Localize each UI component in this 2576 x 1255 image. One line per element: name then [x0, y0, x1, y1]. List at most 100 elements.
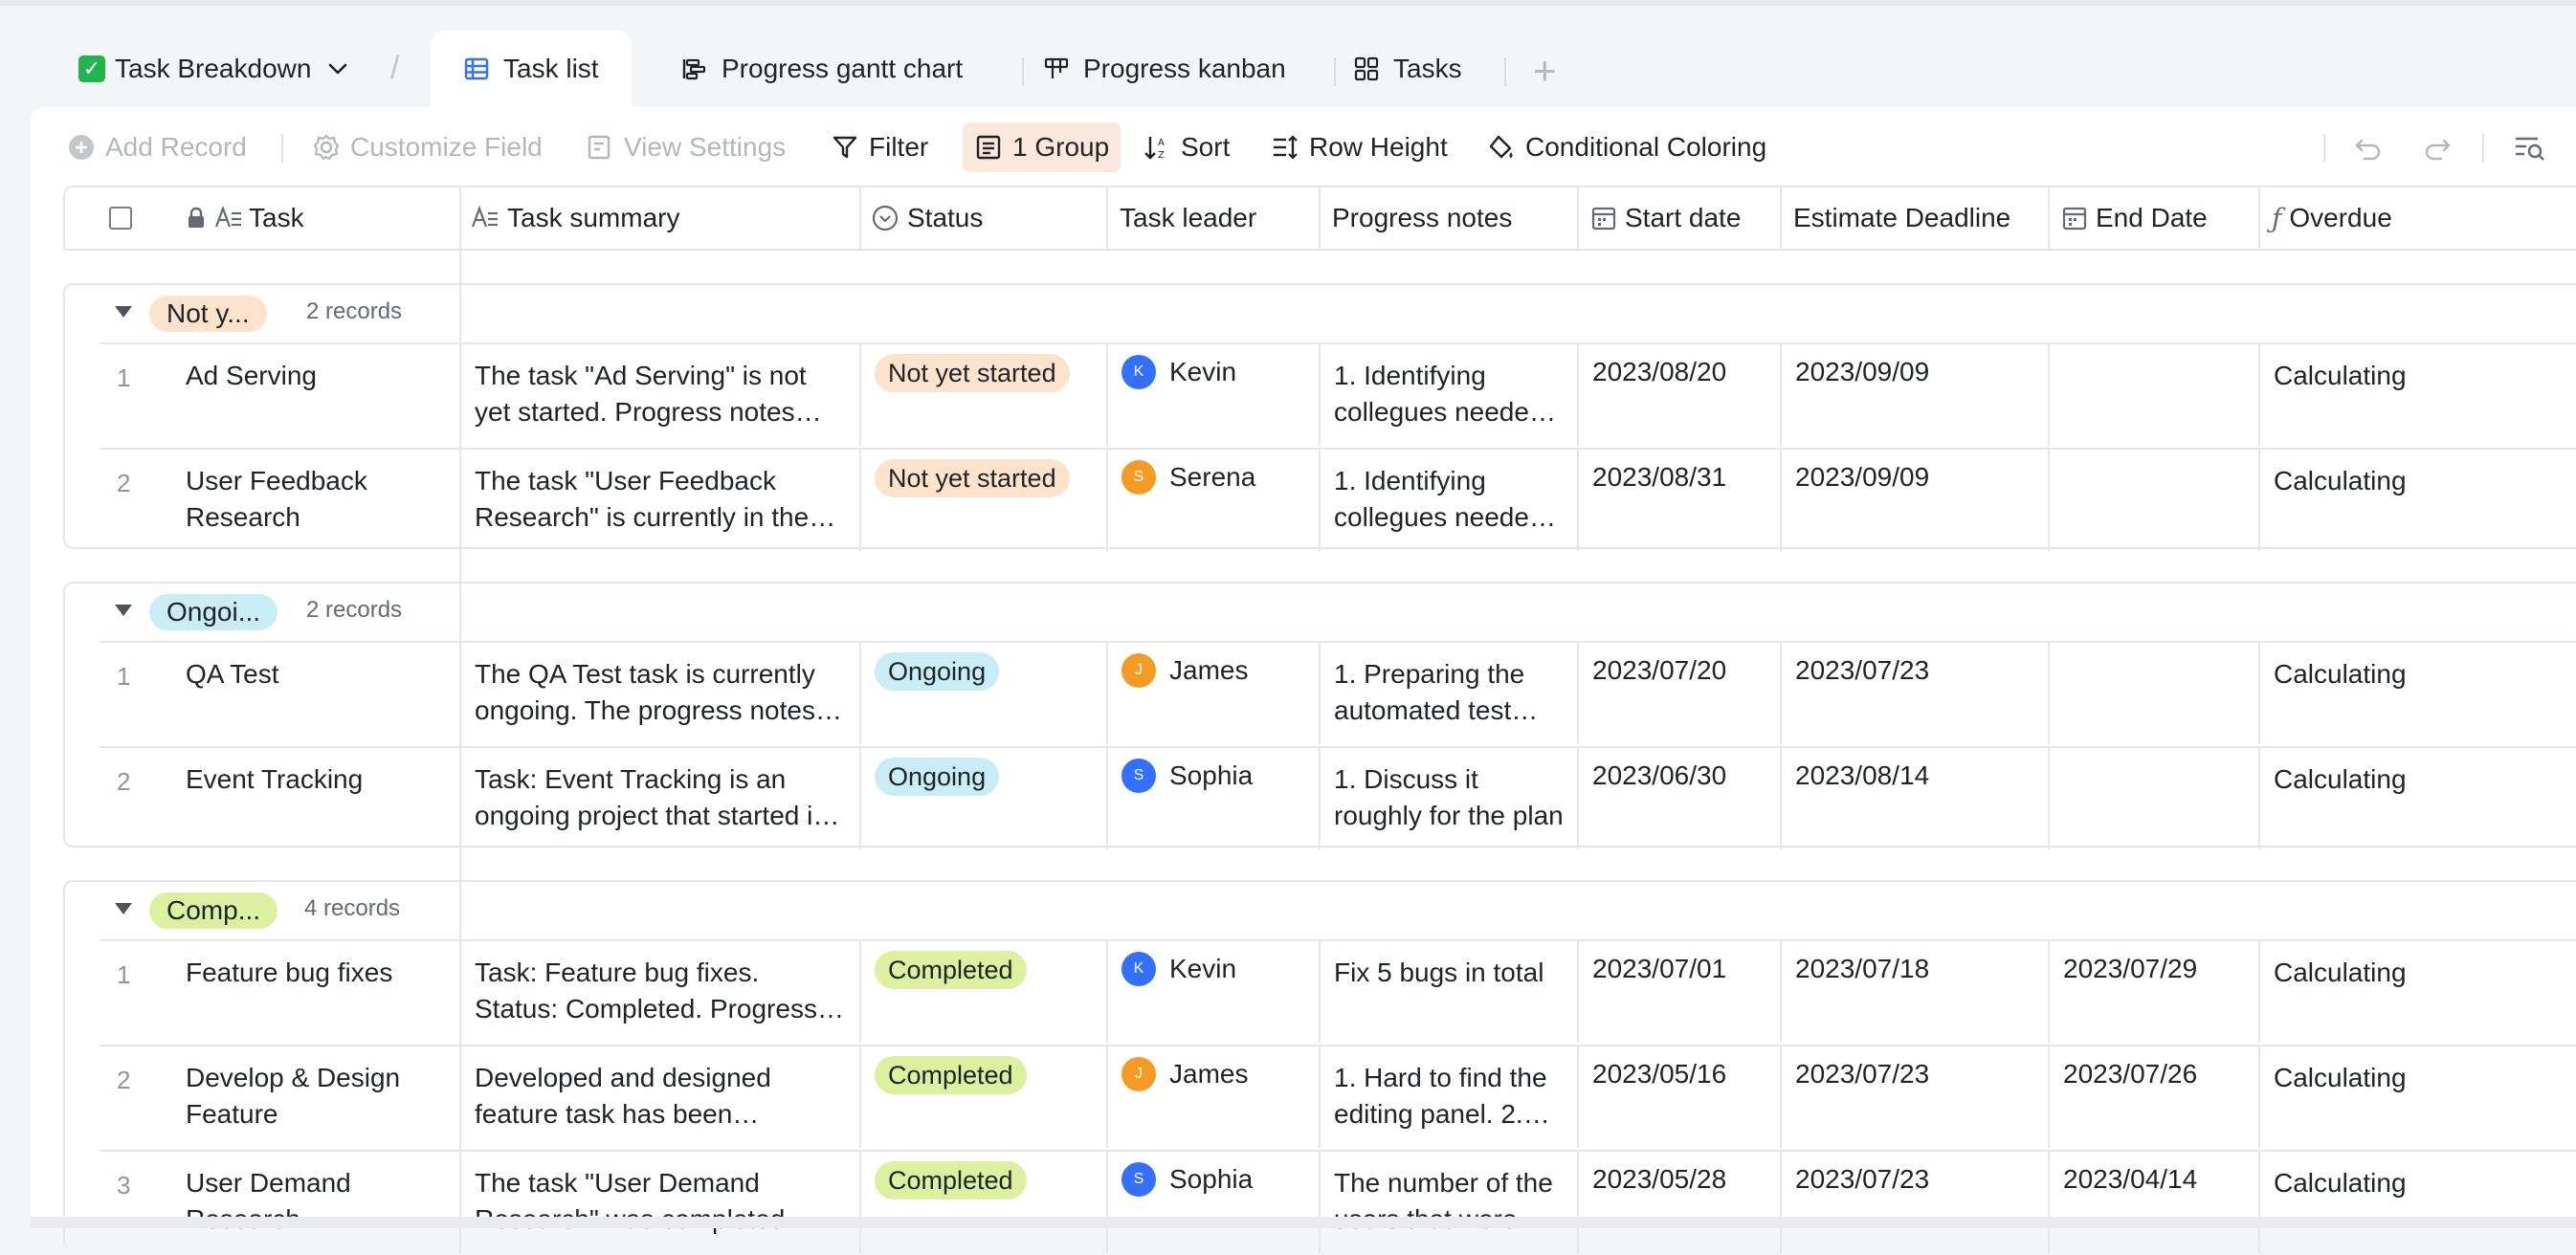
collapse-caret-icon[interactable]	[115, 605, 132, 616]
header-estimate-deadline[interactable]: Estimate Deadline	[1782, 187, 2050, 249]
cell-leader[interactable]: J James	[1108, 1046, 1321, 1148]
cell-notes[interactable]: 1. Identifying collegues needed for the …	[1321, 450, 1579, 551]
table-row[interactable]: 2 Develop & Design Feature Developed and d…	[100, 1045, 2576, 1150]
cell-end[interactable]: 2023/07/29	[2050, 941, 2260, 1043]
cell-start[interactable]: 2023/06/30	[1579, 748, 1782, 849]
cell-status[interactable]: Completed	[861, 941, 1108, 1043]
cell-status[interactable]: Ongoing	[861, 643, 1108, 744]
cell-status[interactable]: Completed	[861, 1046, 1108, 1148]
group-header[interactable]: Comp... 4 records	[63, 880, 2576, 939]
cell-deadline[interactable]: 2023/08/14	[1782, 748, 2050, 849]
cell-start[interactable]: 2023/08/31	[1579, 450, 1782, 551]
header-progress-notes[interactable]: Progress notes	[1321, 187, 1579, 249]
cell-leader[interactable]: J James	[1108, 643, 1321, 744]
cell-overdue[interactable]: Calculating	[2260, 941, 2576, 1043]
cell-task[interactable]: 1 QA Test	[100, 643, 461, 744]
base-title-dropdown[interactable]: ✓ Task Breakdown	[78, 31, 351, 107]
tab-tasks[interactable]: Tasks	[1353, 31, 1462, 107]
view-settings-button[interactable]: View Settings	[586, 122, 786, 172]
cell-deadline[interactable]: 2023/07/23	[1782, 1046, 2050, 1148]
cell-end[interactable]	[2050, 748, 2260, 849]
cell-leader[interactable]: S Sophia	[1108, 1152, 1321, 1253]
cell-summary[interactable]: The task "Ad Serving" is not yet started…	[461, 344, 861, 446]
cell-start[interactable]: 2023/07/20	[1579, 643, 1782, 744]
undo-icon[interactable]	[2352, 132, 2385, 165]
cell-overdue[interactable]: Calculating	[2260, 450, 2576, 551]
cell-notes[interactable]: The number of the users that were interv…	[1321, 1152, 1579, 1253]
cell-leader[interactable]: S Sophia	[1108, 748, 1321, 849]
cell-notes[interactable]: 1. Preparing the automated test cases	[1321, 643, 1579, 744]
cell-overdue[interactable]: Calculating	[2260, 1152, 2576, 1253]
redo-icon[interactable]	[2421, 132, 2454, 165]
add-view-plus-icon[interactable]: +	[1533, 48, 1557, 93]
cell-summary[interactable]: Developed and designed feature task has …	[461, 1046, 861, 1148]
cell-leader[interactable]: S Serena	[1108, 450, 1321, 551]
cell-deadline[interactable]: 2023/07/18	[1782, 941, 2050, 1043]
collapse-caret-icon[interactable]	[115, 306, 132, 318]
header-task-leader[interactable]: Task leader	[1108, 187, 1321, 249]
cell-start[interactable]: 2023/07/01	[1579, 941, 1782, 1043]
cell-deadline[interactable]: 2023/07/23	[1782, 643, 2050, 744]
tab-progress-kanban[interactable]: Progress kanban	[1043, 31, 1286, 107]
cell-end[interactable]	[2050, 344, 2260, 446]
cell-notes[interactable]: 1. Identifying collegues needed for the …	[1321, 344, 1579, 446]
table-row[interactable]: 2 Event Tracking Task: Event Tracking is a…	[100, 746, 2576, 851]
cell-leader[interactable]: K Kevin	[1108, 344, 1321, 446]
cell-status[interactable]: Completed	[861, 1152, 1108, 1253]
cell-leader[interactable]: K Kevin	[1108, 941, 1321, 1043]
row-height-button[interactable]: Row Height	[1271, 122, 1448, 172]
filter-button[interactable]: Filter	[831, 122, 928, 172]
cell-notes[interactable]: 1. Hard to find the editing panel. 2. Mo…	[1321, 1046, 1579, 1148]
cell-start[interactable]: 2023/05/28	[1579, 1152, 1782, 1253]
header-end-date[interactable]: End Date	[2050, 187, 2260, 249]
group-header[interactable]: Not y... 2 records	[63, 283, 2576, 342]
cell-notes[interactable]: 1. Discuss it roughly for the plan	[1321, 748, 1579, 849]
cell-overdue[interactable]: Calculating	[2260, 643, 2576, 744]
cell-deadline[interactable]: 2023/07/23	[1782, 1152, 2050, 1253]
header-overdue[interactable]: ƒ Overdue	[2260, 187, 2576, 249]
cell-status[interactable]: Ongoing	[861, 748, 1108, 849]
cell-notes[interactable]: Fix 5 bugs in total	[1321, 941, 1579, 1043]
select-all-checkbox[interactable]	[109, 207, 132, 230]
header-start-date[interactable]: Start date	[1579, 187, 1782, 249]
cell-overdue[interactable]: Calculating	[2260, 1046, 2576, 1148]
table-row[interactable]: 1 QA Test The QA Test task is currently on…	[100, 641, 2576, 746]
cell-status[interactable]: Not yet started	[861, 344, 1108, 446]
cell-end[interactable]: 2023/04/14	[2050, 1152, 2260, 1253]
cell-start[interactable]: 2023/08/20	[1579, 344, 1782, 446]
cell-end[interactable]	[2050, 643, 2260, 744]
cell-task[interactable]: 2 User Feedback Research	[100, 450, 461, 551]
cell-status[interactable]: Not yet started	[861, 450, 1108, 551]
table-row[interactable]: 2 User Feedback Research The task "User Fe…	[100, 448, 2576, 553]
cell-start[interactable]: 2023/05/16	[1579, 1046, 1782, 1148]
cell-task[interactable]: 1 Ad Serving	[100, 344, 461, 446]
cell-end[interactable]: 2023/07/26	[2050, 1046, 2260, 1148]
cell-summary[interactable]: The task "User Feedback Research" is cur…	[461, 450, 861, 551]
customize-field-button[interactable]: Customize Field	[312, 122, 543, 172]
cell-task[interactable]: 2 Event Tracking	[100, 748, 461, 849]
sort-button[interactable]: A Z Sort	[1143, 122, 1230, 172]
cell-summary[interactable]: Task: Feature bug fixes. Status: Complet…	[461, 941, 861, 1043]
header-status[interactable]: Status	[861, 187, 1108, 249]
search-records-icon[interactable]	[2513, 132, 2547, 165]
tab-progress-gantt-chart[interactable]: Progress gantt chart	[681, 31, 963, 107]
cell-task[interactable]: 1 Feature bug fixes	[100, 941, 461, 1043]
collapse-caret-icon[interactable]	[115, 903, 132, 914]
cell-summary[interactable]: The QA Test task is currently ongoing. T…	[461, 643, 861, 744]
group-header[interactable]: Ongoi... 2 records	[63, 582, 2576, 641]
header-task-summary[interactable]: Task summary	[461, 187, 861, 249]
tab-task-list[interactable]: Task list	[431, 31, 632, 107]
cell-summary[interactable]: The task "User Demand Research" was comp…	[461, 1152, 861, 1253]
horizontal-scrollbar-track[interactable]	[31, 1217, 2576, 1228]
table-row[interactable]: 1 Feature bug fixes Task: Feature bug fixe…	[100, 939, 2576, 1045]
group-button[interactable]: 1 Group	[963, 122, 1121, 172]
cell-summary[interactable]: Task: Event Tracking is an ongoing proje…	[461, 748, 861, 849]
cell-end[interactable]	[2050, 450, 2260, 551]
cell-overdue[interactable]: Calculating	[2260, 344, 2576, 446]
table-row[interactable]: 1 Ad Serving The task "Ad Serving" is not …	[100, 342, 2576, 448]
header-task[interactable]: Task	[65, 187, 461, 249]
cell-overdue[interactable]: Calculating	[2260, 748, 2576, 849]
cell-deadline[interactable]: 2023/09/09	[1782, 450, 2050, 551]
